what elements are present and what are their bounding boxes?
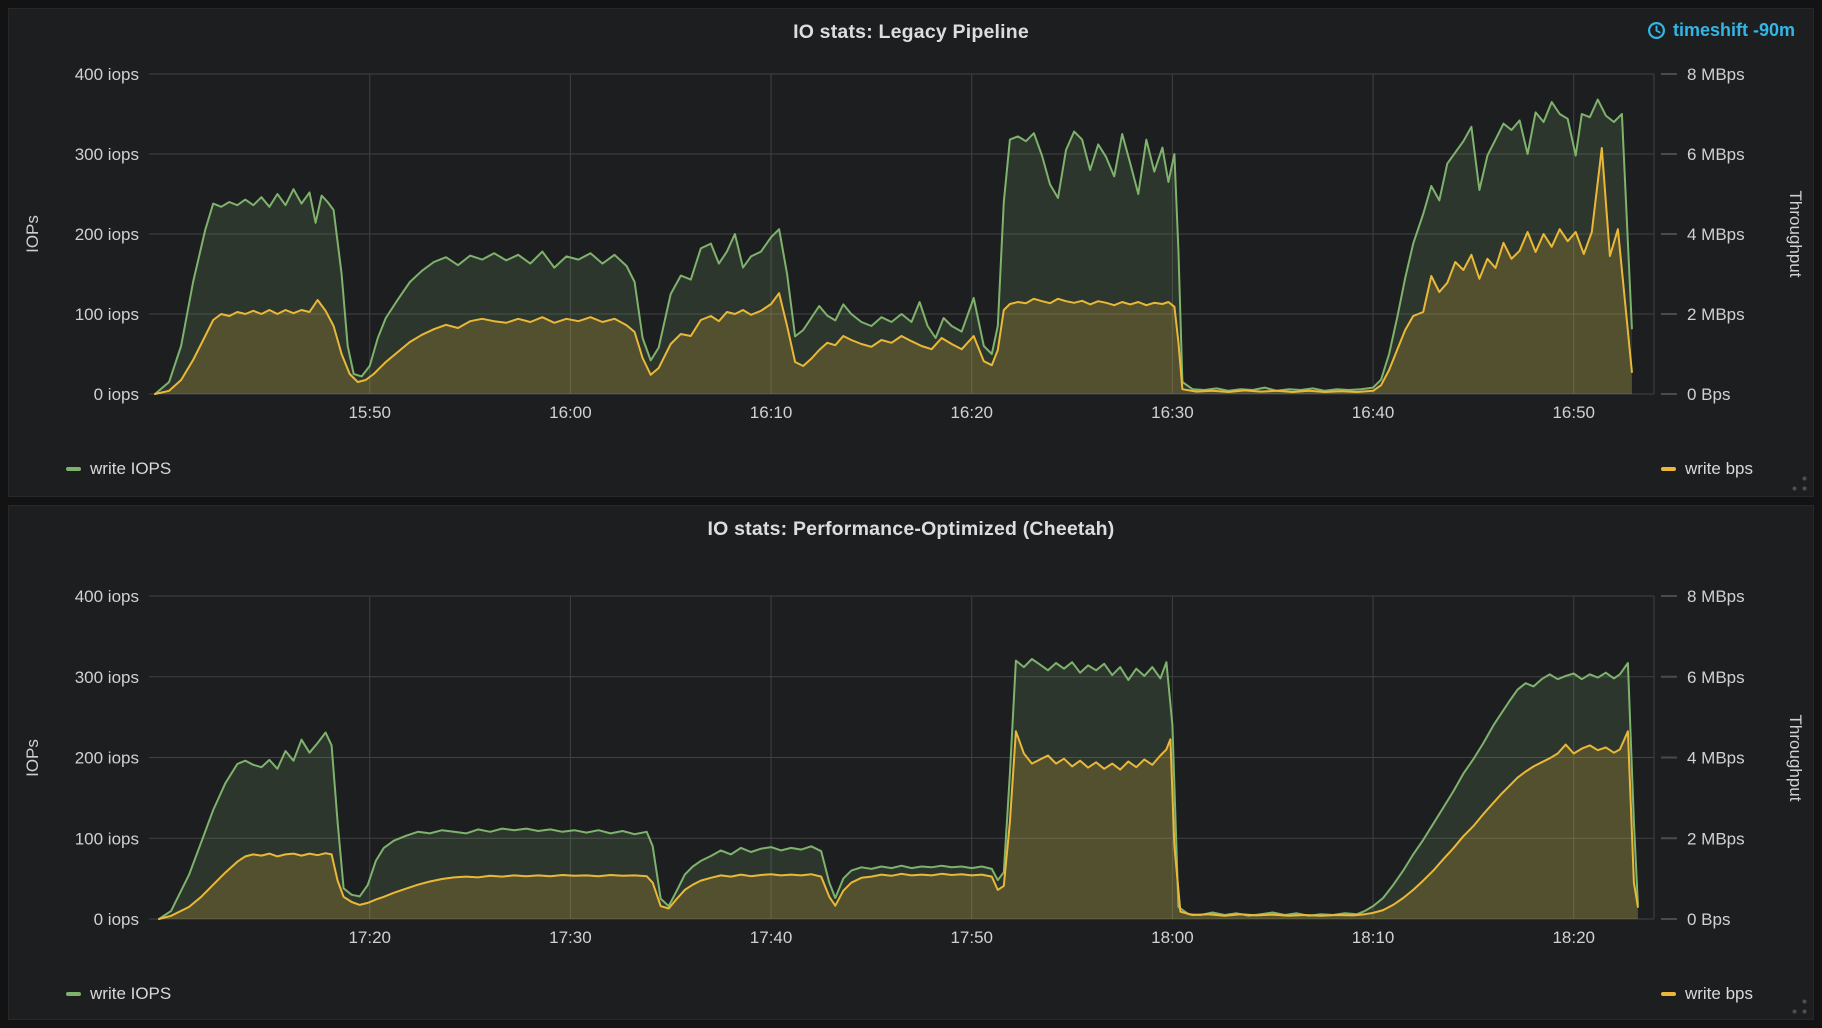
legend: write IOPS write bps bbox=[9, 459, 1813, 479]
y-left-tick-label: 200 iops bbox=[75, 749, 139, 768]
y-left-tick-label: 0 iops bbox=[94, 910, 139, 929]
x-tick-label: 16:00 bbox=[549, 403, 592, 422]
y-axis-unit-throughput: Throughput bbox=[1786, 190, 1805, 278]
x-tick-label: 17:40 bbox=[750, 928, 793, 947]
write-iops-swatch bbox=[66, 467, 81, 471]
y-right-tick-label: 4 MBps bbox=[1687, 225, 1745, 244]
chart-canvas-cheetah[interactable]: 400 iops 8 MBps 300 iops 6 MBps 200 iops 4 MB… bbox=[9, 506, 1815, 1021]
chart-canvas-legacy[interactable]: 400 iops 8 MBps 300 iops 6 MBps 200 iops 4 MB… bbox=[9, 9, 1815, 498]
write-iops-swatch bbox=[66, 992, 81, 996]
legend-label-write-bps: write bps bbox=[1684, 459, 1753, 478]
clock-icon bbox=[1647, 21, 1665, 40]
y-left-tick-label: 300 iops bbox=[75, 668, 139, 687]
x-tick-label: 16:30 bbox=[1151, 403, 1194, 422]
x-tick-label: 18:00 bbox=[1151, 928, 1194, 947]
y-right-tick-label: 6 MBps bbox=[1687, 145, 1745, 164]
panel-resize-handle[interactable] bbox=[1791, 998, 1808, 1015]
x-tick-label: 17:20 bbox=[348, 928, 391, 947]
y-right-tick-label: 2 MBps bbox=[1687, 829, 1745, 848]
panel-title[interactable]: IO stats: Legacy Pipeline bbox=[793, 21, 1029, 43]
legend-label-write-iops: write IOPS bbox=[90, 459, 172, 478]
write-bps-swatch bbox=[1660, 992, 1676, 996]
y-right-tick-label: 4 MBps bbox=[1687, 749, 1745, 768]
y-left-tick-label: 400 iops bbox=[75, 587, 139, 606]
panel-resize-handle[interactable] bbox=[1791, 475, 1808, 492]
y-right-tick-label: 6 MBps bbox=[1687, 668, 1745, 687]
legend-label-write-iops: write IOPS bbox=[90, 984, 172, 1003]
y-left-tick-label: 100 iops bbox=[75, 305, 139, 324]
series-area-write-bps bbox=[159, 731, 1638, 919]
y-axis-unit-iops: IOPs bbox=[23, 215, 42, 253]
y-left-tick-label: 300 iops bbox=[75, 145, 139, 164]
legend-item-write-bps[interactable]: write bps bbox=[1660, 459, 1753, 479]
legend-item-write-iops[interactable]: write IOPS bbox=[66, 984, 171, 1004]
panel-io-stats-legacy: 400 iops 8 MBps 300 iops 6 MBps 200 iops 4 MB… bbox=[8, 8, 1814, 497]
y-left-tick-label: 200 iops bbox=[75, 225, 139, 244]
x-tick-label: 16:20 bbox=[950, 403, 993, 422]
y-left-tick-label: 0 iops bbox=[94, 385, 139, 404]
x-tick-label: 16:50 bbox=[1552, 403, 1595, 422]
x-tick-label: 17:50 bbox=[950, 928, 993, 947]
y-right-tick-label: 0 Bps bbox=[1687, 385, 1730, 404]
series-area-write-iops bbox=[159, 659, 1638, 919]
x-tick-label: 16:40 bbox=[1352, 403, 1395, 422]
series-line-write-bps bbox=[154, 147, 1633, 395]
series-area-write-bps bbox=[155, 148, 1632, 394]
panel-io-stats-cheetah: 400 iops 8 MBps 300 iops 6 MBps 200 iops 4 MB… bbox=[8, 505, 1814, 1020]
legend-label-write-bps: write bps bbox=[1684, 984, 1753, 1003]
series-line-write-iops bbox=[154, 98, 1633, 395]
x-tick-label: 18:10 bbox=[1352, 928, 1395, 947]
y-left-tick-label: 100 iops bbox=[75, 829, 139, 848]
legend-item-write-bps[interactable]: write bps bbox=[1660, 984, 1753, 1004]
y-right-tick-label: 0 Bps bbox=[1687, 910, 1730, 929]
y-left-tick-label: 400 iops bbox=[75, 65, 139, 84]
x-tick-label: 18:20 bbox=[1552, 928, 1595, 947]
y-right-tick-label: 2 MBps bbox=[1687, 305, 1745, 324]
timeshift-label: timeshift -90m bbox=[1672, 20, 1795, 40]
x-tick-label: 17:30 bbox=[549, 928, 592, 947]
x-tick-label: 16:10 bbox=[750, 403, 793, 422]
y-right-tick-label: 8 MBps bbox=[1687, 587, 1745, 606]
y-axis-unit-iops: IOPs bbox=[23, 739, 42, 777]
timeshift-badge: timeshift -90m bbox=[1647, 20, 1795, 41]
legend-item-write-iops[interactable]: write IOPS bbox=[66, 459, 171, 479]
panel-title[interactable]: IO stats: Performance-Optimized (Cheetah… bbox=[707, 518, 1115, 540]
series-line-write-bps bbox=[158, 730, 1639, 920]
x-tick-label: 15:50 bbox=[348, 403, 391, 422]
legend: write IOPS write bps bbox=[9, 984, 1813, 1004]
series-line-write-iops bbox=[158, 658, 1639, 920]
y-axis-unit-throughput: Throughput bbox=[1786, 714, 1805, 802]
y-right-tick-label: 8 MBps bbox=[1687, 65, 1745, 84]
write-bps-swatch bbox=[1660, 467, 1676, 471]
